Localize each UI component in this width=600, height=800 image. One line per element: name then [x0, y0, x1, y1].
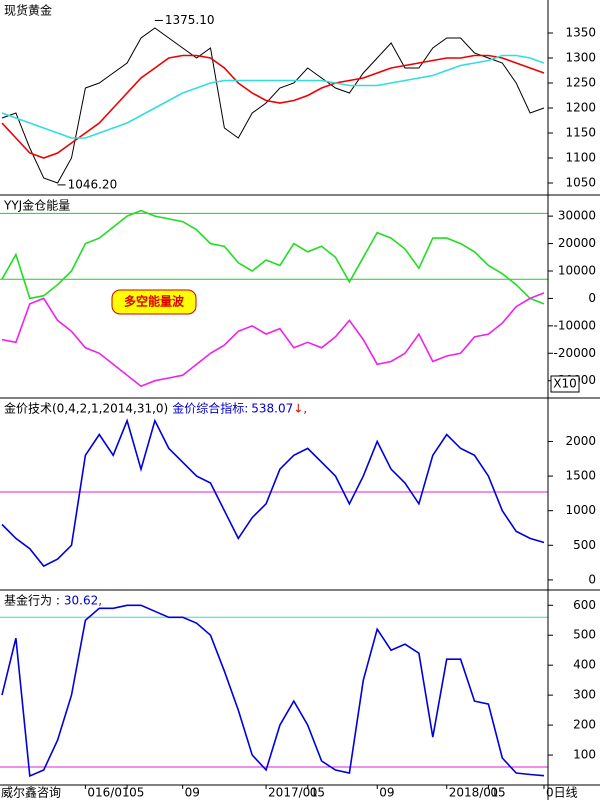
- series-line: [1, 292, 545, 388]
- panel-title: 金价技术(0,4,2,1,2014,31,0): [4, 401, 168, 416]
- source-label: 威尔鑫咨询: [1, 785, 61, 800]
- x-tick-label: 2018/01: [449, 786, 499, 800]
- panel-title: 现货黄金: [4, 3, 52, 18]
- extreme-label: 1046.20: [68, 177, 118, 191]
- y-tick-label: 10000: [558, 263, 596, 277]
- y-tick-label: -20000: [553, 346, 596, 360]
- series-line: [1, 54, 545, 139]
- x-tick-label: 05: [490, 786, 505, 800]
- y-tick-label: 1350: [565, 26, 596, 40]
- y-tick-label: 0: [588, 572, 596, 586]
- y-tick-label: 1200: [565, 101, 596, 115]
- y-tick-label: 400: [573, 658, 596, 672]
- y-tick-label: 100: [573, 748, 596, 762]
- annotation: 多空能量波: [124, 294, 185, 309]
- indicator-suffix: ,: [98, 594, 102, 608]
- y-tick-label: 1100: [565, 151, 596, 165]
- series-line: [1, 54, 545, 159]
- y-tick-label: 1500: [565, 469, 596, 483]
- series-line: [1, 604, 545, 778]
- y-tick-label: 30000: [558, 209, 596, 223]
- x-tick-label: 05: [129, 786, 144, 800]
- series-line: [1, 27, 545, 184]
- scale-box: [550, 375, 580, 393]
- x-tick-label: 0日线: [546, 786, 578, 800]
- y-tick-label: 1300: [565, 51, 596, 65]
- scale-label: X10: [553, 377, 577, 391]
- y-tick-label: 2000: [565, 434, 596, 448]
- y-tick-label: 300: [573, 688, 596, 702]
- source-bg: [0, 786, 62, 800]
- indicator-value: 30.62: [64, 594, 98, 608]
- y-tick-label: 1150: [565, 126, 596, 140]
- y-tick-label: 1000: [565, 503, 596, 517]
- y-tick-label: 600: [573, 598, 596, 612]
- y-tick-label: 0: [588, 291, 596, 305]
- y-tick-label: 1050: [565, 176, 596, 190]
- x-tick-label: 09: [185, 786, 200, 800]
- panel-title: YYJ金仓能量: [3, 198, 70, 213]
- y-tick-label: 200: [573, 718, 596, 732]
- x-tick-label: 09: [379, 786, 394, 800]
- y-tick-label: -10000: [553, 318, 596, 332]
- indicator-label: 金价综合指标:: [172, 401, 248, 416]
- y-tick-label: 500: [573, 538, 596, 552]
- indicator-value: 538.07: [251, 402, 293, 416]
- y-tick-label: 500: [573, 628, 596, 642]
- x-tick-label: 05: [310, 786, 325, 800]
- series-line: [1, 418, 545, 568]
- y-tick-label: 20000: [558, 236, 596, 250]
- y-tick-label: 1250: [565, 76, 596, 90]
- x-tick-label: 2017/01: [268, 786, 318, 800]
- extreme-label: 1375.10: [165, 13, 215, 27]
- annotation-box: [111, 289, 197, 315]
- indicator-suffix: ↓,: [293, 402, 307, 416]
- x-tick-label: 016/01: [87, 786, 129, 800]
- series-line: [1, 209, 545, 305]
- panel-title: 基金行为 :: [4, 593, 60, 608]
